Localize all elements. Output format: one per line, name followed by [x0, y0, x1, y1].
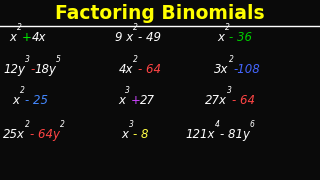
Text: Factoring Binomials: Factoring Binomials	[55, 4, 265, 23]
Text: - 49: - 49	[138, 31, 161, 44]
Text: x: x	[10, 31, 17, 44]
Text: x: x	[13, 94, 20, 107]
Text: - 64y: - 64y	[30, 128, 60, 141]
Text: 3: 3	[129, 120, 133, 129]
Text: 3x: 3x	[214, 63, 229, 76]
Text: - 36: - 36	[229, 31, 252, 44]
Text: x: x	[218, 31, 225, 44]
Text: 121x: 121x	[186, 128, 215, 141]
Text: 2: 2	[133, 23, 138, 32]
Text: +: +	[130, 94, 140, 107]
Text: 9 x: 9 x	[115, 31, 133, 44]
Text: 2: 2	[60, 120, 65, 129]
Text: 3: 3	[25, 55, 30, 64]
Text: - 25: - 25	[25, 94, 48, 107]
Text: -108: -108	[234, 63, 260, 76]
Text: - 81y: - 81y	[220, 128, 250, 141]
Text: 2: 2	[133, 55, 138, 64]
Text: 3: 3	[227, 86, 232, 95]
Text: 4x: 4x	[31, 31, 46, 44]
Text: 12y: 12y	[3, 63, 25, 76]
Text: x: x	[118, 94, 125, 107]
Text: 2: 2	[229, 55, 234, 64]
Text: - 64: - 64	[138, 63, 161, 76]
Text: 3: 3	[125, 86, 130, 95]
Text: 4: 4	[215, 120, 220, 129]
Text: 18y: 18y	[34, 63, 56, 76]
Text: +: +	[21, 31, 31, 44]
Text: x: x	[122, 128, 129, 141]
Text: - 8: - 8	[133, 128, 149, 141]
Text: 2: 2	[25, 120, 30, 129]
Text: -: -	[30, 63, 34, 76]
Text: 2: 2	[17, 23, 21, 32]
Text: 2: 2	[20, 86, 25, 95]
Text: 27: 27	[140, 94, 155, 107]
Text: 5: 5	[56, 55, 61, 64]
Text: 25x: 25x	[3, 128, 25, 141]
Text: 27x: 27x	[205, 94, 227, 107]
Text: 4x: 4x	[118, 63, 133, 76]
Text: - 64: - 64	[232, 94, 255, 107]
Text: 2: 2	[225, 23, 229, 32]
Text: 6: 6	[250, 120, 255, 129]
